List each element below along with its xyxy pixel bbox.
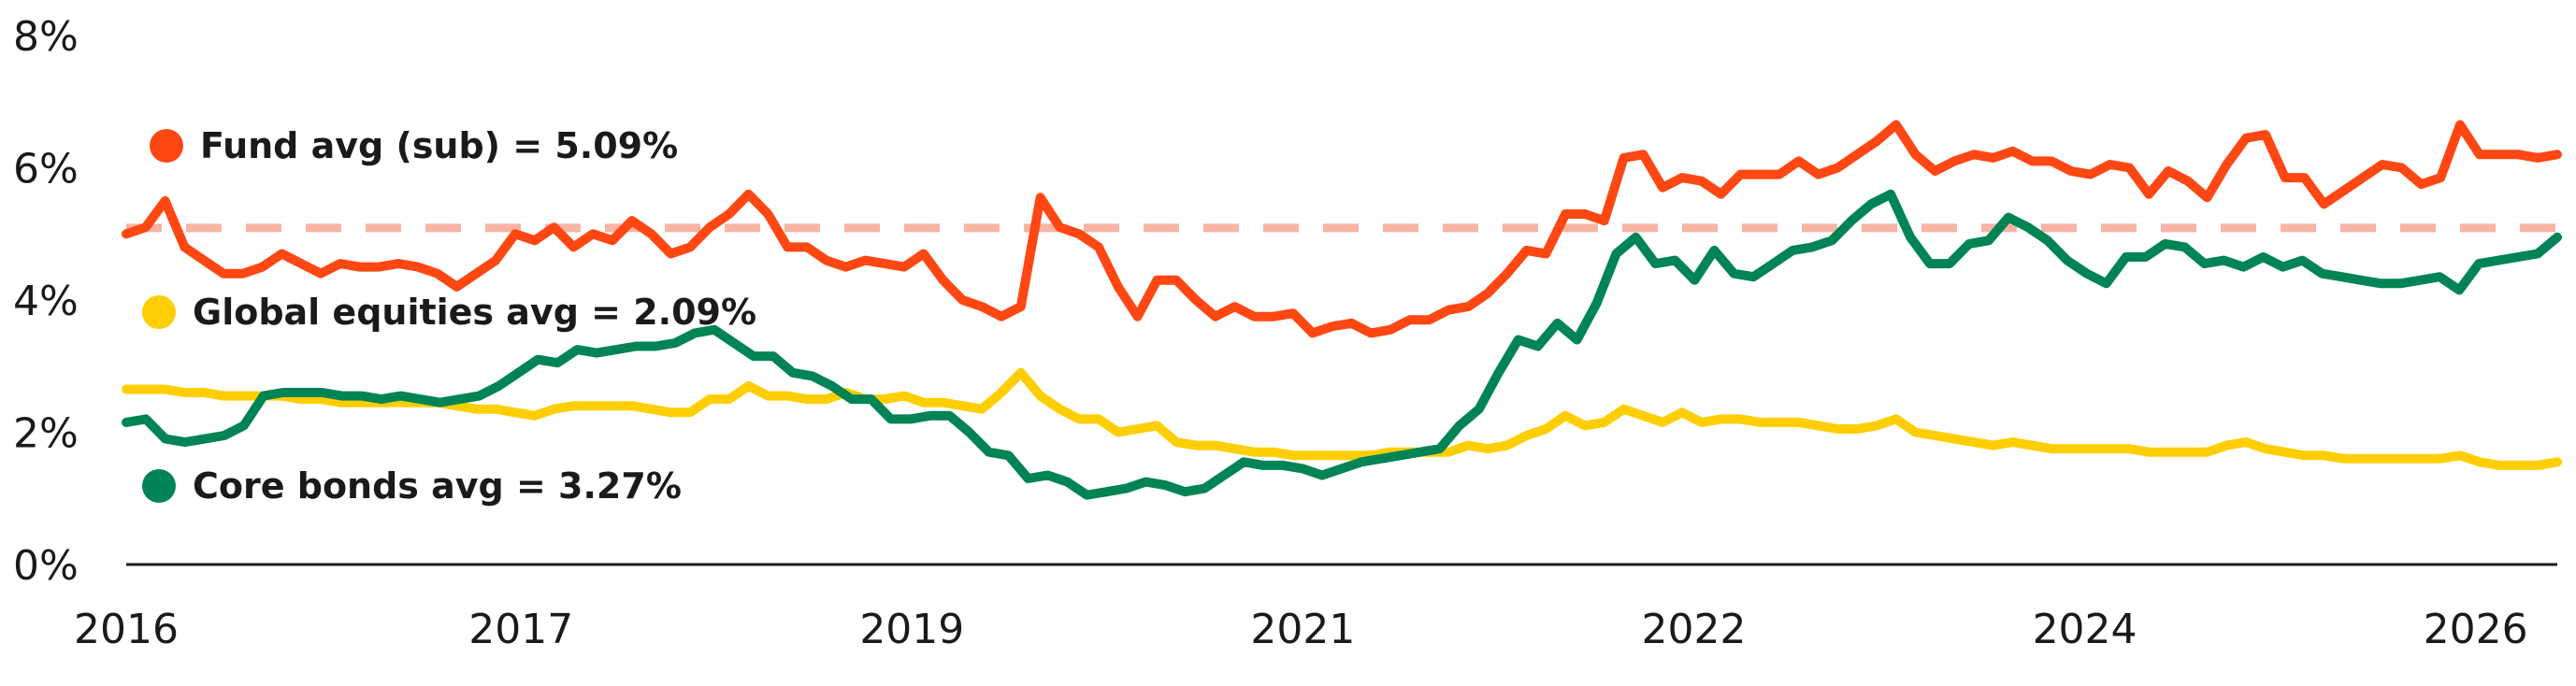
series-line-fund bbox=[122, 120, 2562, 338]
y-tick-label: 8% bbox=[13, 13, 79, 61]
x-tick-label: 2024 bbox=[2033, 606, 2137, 653]
legend-marker bbox=[142, 469, 176, 503]
x-tick-label: 2021 bbox=[1250, 606, 1355, 653]
series-line-bonds bbox=[122, 189, 2562, 500]
x-tick-label: 2019 bbox=[859, 606, 964, 653]
series-lines bbox=[122, 120, 2562, 500]
legend-label: Global equities avg = 2.09% bbox=[193, 292, 756, 333]
x-tick-label: 2026 bbox=[2424, 606, 2528, 653]
legend-marker bbox=[142, 295, 176, 329]
legend-label: Core bonds avg = 3.27% bbox=[193, 465, 682, 507]
x-tick-label: 2017 bbox=[468, 606, 573, 653]
legend: Fund avg (sub) = 5.09% Global equities av… bbox=[142, 125, 756, 507]
legend-marker bbox=[150, 129, 183, 163]
series-line-equities bbox=[122, 367, 2562, 470]
y-tick-label: 4% bbox=[13, 278, 79, 325]
x-tick-label: 2016 bbox=[74, 606, 179, 653]
y-tick-label: 6% bbox=[13, 146, 79, 193]
legend-label: Fund avg (sub) = 5.09% bbox=[200, 125, 678, 166]
x-axis-ticks: 2016 2017 2019 2021 2022 2024 2026 bbox=[74, 606, 2528, 653]
x-tick-label: 2022 bbox=[1641, 606, 1746, 653]
y-axis-ticks: 0% 2% 4% 6% 8% bbox=[13, 13, 79, 590]
y-tick-label: 2% bbox=[13, 410, 79, 458]
y-tick-label: 0% bbox=[13, 542, 79, 590]
